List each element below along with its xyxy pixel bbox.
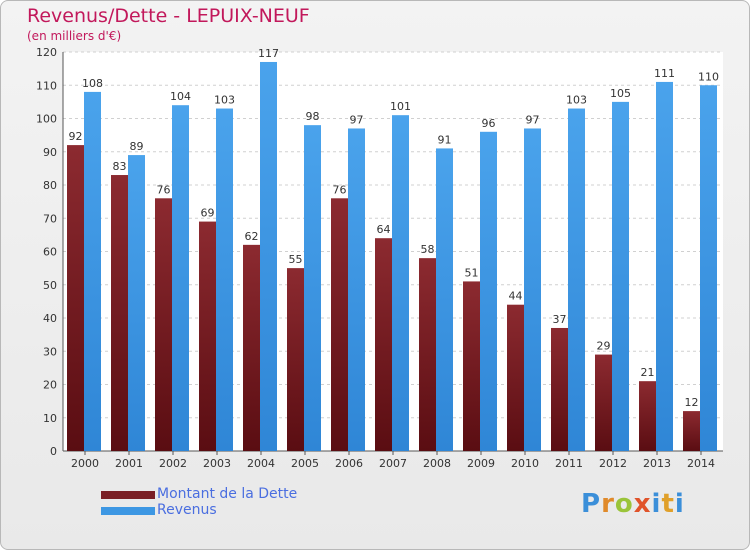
bar-revenue-2005 <box>304 125 321 452</box>
x-tick-label-2006: 2006 <box>335 457 363 470</box>
bar-revenue-2009 <box>480 131 497 452</box>
y-tick-label-60: 60 <box>43 246 57 259</box>
y-tick-label-40: 40 <box>43 312 57 325</box>
legend-label-revenue: Revenus <box>157 502 217 518</box>
value-label-revenue-2014: 110 <box>698 70 719 83</box>
y-tick-label-90: 90 <box>43 146 57 159</box>
bar-debt-2007 <box>375 238 392 451</box>
value-label-revenue-2005: 98 <box>306 110 320 123</box>
x-tick-label-2008: 2008 <box>423 457 451 470</box>
bar-debt-2004 <box>243 244 260 451</box>
value-label-debt-2006: 76 <box>333 183 347 196</box>
bar-debt-2009 <box>463 281 480 451</box>
value-label-debt-2012: 29 <box>597 340 611 353</box>
value-label-debt-2003: 69 <box>201 207 215 220</box>
bar-debt-2002 <box>155 198 172 451</box>
x-tick-label-2004: 2004 <box>247 457 275 470</box>
bar-revenue-2010 <box>524 128 541 451</box>
x-tick-label-2010: 2010 <box>511 457 539 470</box>
y-tick-label-50: 50 <box>43 279 57 292</box>
bar-debt-2012 <box>595 354 612 451</box>
value-label-revenue-2003: 103 <box>214 94 235 107</box>
x-tick-label-2002: 2002 <box>159 457 187 470</box>
chart-subtitle: (en milliers d'€) <box>27 29 122 43</box>
bar-revenue-2001 <box>128 155 145 451</box>
bar-debt-2005 <box>287 268 304 451</box>
x-tick-label-2003: 2003 <box>203 457 231 470</box>
x-tick-label-2011: 2011 <box>555 457 583 470</box>
bar-revenue-2011 <box>568 108 585 452</box>
value-label-revenue-2013: 111 <box>654 67 675 80</box>
x-tick-label-2007: 2007 <box>379 457 407 470</box>
value-label-debt-2011: 37 <box>553 313 567 326</box>
value-label-debt-2009: 51 <box>465 266 479 279</box>
value-label-revenue-2004: 117 <box>258 47 279 60</box>
bar-debt-2006 <box>331 198 348 451</box>
y-tick-label-70: 70 <box>43 212 57 225</box>
value-label-revenue-2011: 103 <box>566 94 587 107</box>
value-label-revenue-2012: 105 <box>610 87 631 100</box>
bar-debt-2011 <box>551 327 568 451</box>
value-label-debt-2001: 83 <box>113 160 127 173</box>
y-tick-label-0: 0 <box>50 445 57 458</box>
value-label-debt-2008: 58 <box>421 243 435 256</box>
x-tick-label-2012: 2012 <box>599 457 627 470</box>
value-label-revenue-2001: 89 <box>130 140 144 153</box>
bar-debt-2008 <box>419 258 436 451</box>
proxiti-logo: Proxiti <box>581 489 685 519</box>
bar-revenue-2002 <box>172 105 189 451</box>
bar-debt-2013 <box>639 381 656 451</box>
value-label-revenue-2008: 91 <box>438 133 452 146</box>
value-label-revenue-2010: 97 <box>526 113 540 126</box>
bar-revenue-2013 <box>656 81 673 452</box>
value-label-revenue-2009: 96 <box>482 117 496 130</box>
chart-title: Revenus/Dette - LEPUIX-NEUF <box>27 5 310 27</box>
bar-debt-2001 <box>111 175 128 451</box>
bar-revenue-2000 <box>84 91 101 452</box>
value-label-debt-2010: 44 <box>509 290 523 303</box>
value-label-debt-2004: 62 <box>245 230 259 243</box>
x-tick-label-2000: 2000 <box>71 457 99 470</box>
value-label-debt-2007: 64 <box>377 223 391 236</box>
value-label-debt-2014: 12 <box>685 396 699 409</box>
y-tick-label-20: 20 <box>43 379 57 392</box>
value-label-debt-2002: 76 <box>157 183 171 196</box>
x-tick-label-2005: 2005 <box>291 457 319 470</box>
x-tick-label-2013: 2013 <box>643 457 671 470</box>
value-label-revenue-2006: 97 <box>350 113 364 126</box>
bar-revenue-2008 <box>436 148 453 452</box>
bar-debt-2000 <box>67 145 84 451</box>
bar-revenue-2003 <box>216 108 233 452</box>
bar-revenue-2012 <box>612 101 629 451</box>
bar-revenue-2006 <box>348 128 365 451</box>
y-tick-label-100: 100 <box>36 113 57 126</box>
bar-debt-2010 <box>507 304 524 451</box>
bar-revenue-2004 <box>260 61 277 451</box>
bar-revenue-2007 <box>392 115 409 452</box>
x-tick-label-2009: 2009 <box>467 457 495 470</box>
y-tick-label-10: 10 <box>43 412 57 425</box>
legend-swatch-debt <box>101 491 155 499</box>
y-tick-label-30: 30 <box>43 345 57 358</box>
value-label-revenue-2007: 101 <box>390 100 411 113</box>
bar-revenue-2014 <box>700 85 717 451</box>
value-label-revenue-2002: 104 <box>170 90 191 103</box>
bar-debt-2014 <box>683 411 700 451</box>
x-tick-label-2014: 2014 <box>687 457 715 470</box>
x-tick-label-2001: 2001 <box>115 457 143 470</box>
y-tick-label-80: 80 <box>43 179 57 192</box>
legend-label-debt: Montant de la Dette <box>157 486 298 502</box>
value-label-debt-2000: 92 <box>69 130 83 143</box>
legend-swatch-revenue <box>101 507 155 515</box>
y-tick-label-120: 120 <box>36 46 57 59</box>
value-label-debt-2013: 21 <box>641 366 655 379</box>
bar-debt-2003 <box>199 221 216 451</box>
y-tick-label-110: 110 <box>36 79 57 92</box>
value-label-debt-2005: 55 <box>289 253 303 266</box>
value-label-revenue-2000: 108 <box>82 77 103 90</box>
